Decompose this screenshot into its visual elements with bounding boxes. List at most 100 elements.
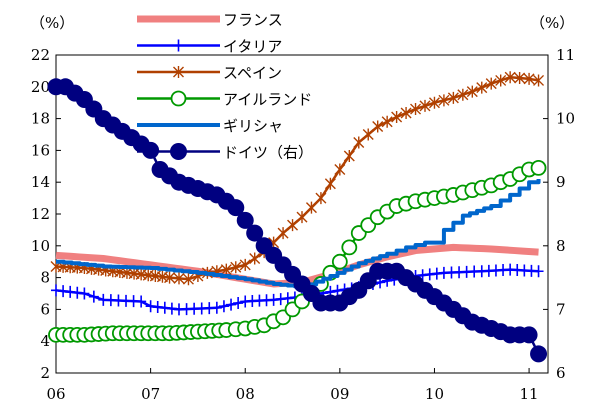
right-tick-label: 9 xyxy=(556,173,566,191)
data-point xyxy=(136,295,147,308)
data-point xyxy=(530,345,548,363)
data-point xyxy=(362,128,374,141)
left-tick-label: 20 xyxy=(31,78,50,96)
data-point xyxy=(504,71,516,84)
left-tick-label: 12 xyxy=(31,205,50,223)
right-tick-label: 7 xyxy=(556,300,566,318)
legend-marker xyxy=(170,90,187,107)
data-point xyxy=(372,120,384,133)
legend-item-6: ドイツ（右） xyxy=(137,143,313,162)
x-tick-label: 11 xyxy=(520,385,539,403)
data-point xyxy=(410,103,422,116)
data-point xyxy=(79,287,90,300)
data-point xyxy=(514,72,526,85)
legend-label: スペイン xyxy=(223,64,282,82)
legend-item-2: イタリア xyxy=(137,38,282,56)
data-point xyxy=(391,111,403,124)
legend-marker xyxy=(173,39,184,52)
data-point xyxy=(249,252,261,265)
data-point xyxy=(400,107,412,120)
data-point xyxy=(523,72,535,85)
left-axis-unit: （%） xyxy=(30,14,74,32)
data-point xyxy=(246,224,264,242)
data-point xyxy=(226,298,237,311)
data-point xyxy=(173,272,185,285)
x-tick-label: 07 xyxy=(141,385,160,403)
right-axis-unit: （%） xyxy=(530,14,574,32)
legend-label: フランス xyxy=(223,11,283,29)
data-point xyxy=(211,301,222,314)
legend-item-4: アイルランド xyxy=(137,91,312,109)
data-point xyxy=(343,149,355,162)
data-point xyxy=(428,96,440,109)
left-tick-label: 10 xyxy=(31,237,50,255)
right-tick-label: 8 xyxy=(556,237,566,255)
series-layer xyxy=(47,71,548,363)
plot-area: 2 4 6 8 10 12 14 16 18 20 22 6 7 8 9 10 11 06 07 08 09 10 11 xyxy=(31,46,575,403)
data-point xyxy=(277,227,289,240)
axis-ticks: 2 4 6 8 10 12 14 16 18 20 22 6 7 8 9 10 11 06 07 08 09 10 11 xyxy=(31,46,575,403)
legend-marker xyxy=(173,66,184,78)
data-point xyxy=(466,85,478,98)
left-tick-label: 16 xyxy=(31,141,50,159)
data-point xyxy=(476,81,488,94)
data-point xyxy=(296,211,308,224)
x-tick-label: 08 xyxy=(236,385,255,403)
legend-label: イタリア xyxy=(223,38,282,56)
data-point xyxy=(218,300,229,313)
data-point xyxy=(315,192,327,205)
x-tick-label: 10 xyxy=(425,385,444,403)
x-tick-label: 09 xyxy=(330,385,349,403)
data-point xyxy=(533,74,545,87)
x-tick-label: 06 xyxy=(46,385,65,403)
legend-marker xyxy=(170,143,187,160)
series-5 xyxy=(56,179,541,290)
data-point xyxy=(353,136,365,149)
data-point xyxy=(324,177,336,190)
data-point xyxy=(447,91,459,104)
data-point xyxy=(182,273,194,286)
left-tick-label: 4 xyxy=(40,332,50,350)
data-point xyxy=(331,253,348,270)
data-point xyxy=(164,271,176,284)
series-4 xyxy=(48,159,547,343)
legend-item-5: ギリシャ xyxy=(137,117,283,135)
data-point xyxy=(305,201,317,214)
left-tick-label: 6 xyxy=(40,300,50,318)
data-point xyxy=(520,326,538,344)
right-tick-label: 11 xyxy=(556,46,575,64)
series-6 xyxy=(47,78,548,363)
left-tick-label: 22 xyxy=(31,46,50,64)
data-point xyxy=(227,199,245,217)
legend-label: ギリシャ xyxy=(223,117,283,135)
data-point xyxy=(220,263,232,276)
legend-label: アイルランド xyxy=(223,91,312,109)
data-point xyxy=(236,211,254,229)
data-point xyxy=(419,99,431,112)
legend-label: ドイツ（右） xyxy=(223,144,313,162)
data-point xyxy=(287,219,299,232)
legend-item-3: スペイン xyxy=(137,64,282,82)
data-point xyxy=(233,297,244,310)
right-tick-label: 6 xyxy=(556,364,566,382)
data-point xyxy=(485,77,497,90)
data-point xyxy=(332,284,343,297)
left-tick-label: 14 xyxy=(31,173,50,191)
right-tick-label: 10 xyxy=(556,110,575,128)
left-tick-label: 8 xyxy=(40,269,50,287)
left-tick-label: 2 xyxy=(40,364,50,382)
series-line xyxy=(56,179,541,290)
data-point xyxy=(438,94,450,107)
data-point xyxy=(334,163,346,176)
data-point xyxy=(341,239,358,256)
data-point xyxy=(88,290,99,303)
legend-item-1: フランス xyxy=(137,11,283,29)
data-point xyxy=(239,258,251,271)
data-point xyxy=(530,159,547,176)
data-point xyxy=(495,74,507,87)
series-3 xyxy=(50,71,545,286)
data-point xyxy=(457,88,469,101)
data-point xyxy=(381,115,393,128)
left-tick-label: 18 xyxy=(31,110,50,128)
